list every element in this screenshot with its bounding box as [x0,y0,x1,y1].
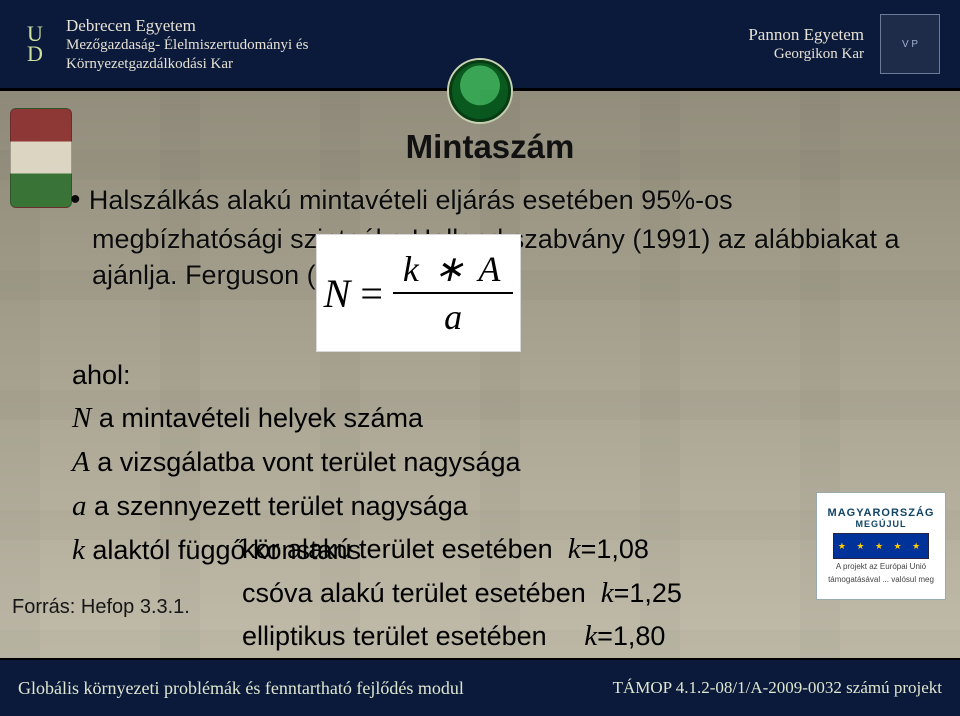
header-left: U D Debrecen Egyetem Mezőgazdaság- Élelm… [0,4,478,84]
slide-title: Mintaszám [60,128,920,166]
kval-tube-label: csóva alakú terület esetében [242,578,586,608]
kval-circle-var: k [568,533,581,565]
kval-circle-val: =1,08 [581,534,649,564]
ahol-label: ahol: [72,356,940,395]
badge-proj-line1: A projekt az Európai Unió [836,563,926,572]
left-uni-line2: Mezőgazdaság- Élelmiszertudományi és [66,36,308,55]
left-uni-line1: Debrecen Egyetem [66,15,308,36]
kval-ellipse: elliptikus terület esetében k=1,80 [242,615,682,659]
footer-bar: Globális környezeti problémák és fenntar… [0,660,960,716]
formula-fraction: k ∗ A a [393,248,513,338]
formula-numerator: k ∗ A [393,248,513,292]
formula-eq: = [360,270,383,317]
kval-ellipse-val: =1,80 [597,621,665,651]
footer-right-text: TÁMOP 4.1.2-08/1/A-2009-0032 számú proje… [613,678,942,698]
left-uni-line3: Környezetgazdálkodási Kar [66,55,308,74]
k-values-block: kör alakú terület esetében k=1,08 csóva … [242,528,682,659]
badge-subtitle: MEGÚJUL [855,519,906,529]
def-A: A a vizsgálatba vont terület nagysága [72,441,940,483]
formula-denominator: a [444,294,462,338]
pannon-logo-text: V P [902,39,918,50]
slide: U D Debrecen Egyetem Mezőgazdaság- Élelm… [0,0,960,716]
kval-ellipse-label: elliptikus terület esetében [242,621,547,651]
kval-ellipse-var: k [584,620,597,652]
header-right: Pannon Egyetem Georgikon Kar V P [478,4,960,84]
footer-left-text: Globális környezeti problémák és fenntar… [18,678,464,699]
eu-flag-icon [833,533,929,559]
kval-tube: csóva alakú terület esetében k=1,25 [242,572,682,616]
def-N: N N a mintavételi helyek számaa mintavét… [72,397,940,439]
ud-monogram: U D [18,14,52,74]
monogram-d: D [27,44,43,64]
eu-badge: MAGYARORSZÁG MEGÚJUL A projekt az Európa… [816,492,946,600]
kval-circle-label: kör alakú terület esetében [242,534,553,564]
def-a: a a szennyezett terület nagysága [72,485,940,527]
badge-title: MAGYARORSZÁG [828,507,935,519]
kval-tube-val: =1,25 [614,578,682,608]
right-university-text: Pannon Egyetem Georgikon Kar [748,24,864,64]
kval-circle: kör alakú terület esetében k=1,08 [242,528,682,572]
badge-proj-line2: támogatásával ... valósul meg [828,576,934,585]
formula: N = k ∗ A a [317,235,520,351]
left-university-text: Debrecen Egyetem Mezőgazdaság- Élelmisze… [66,15,308,74]
right-uni-line2: Georgikon Kar [748,45,864,64]
kval-tube-var: k [601,577,614,609]
formula-box: N = k ∗ A a [316,234,521,352]
formula-lhs: N [324,270,351,317]
pannon-logo-icon: V P [880,14,940,74]
right-uni-line1: Pannon Egyetem [748,24,864,45]
source-label: Forrás: Hefop 3.3.1. [12,596,190,619]
